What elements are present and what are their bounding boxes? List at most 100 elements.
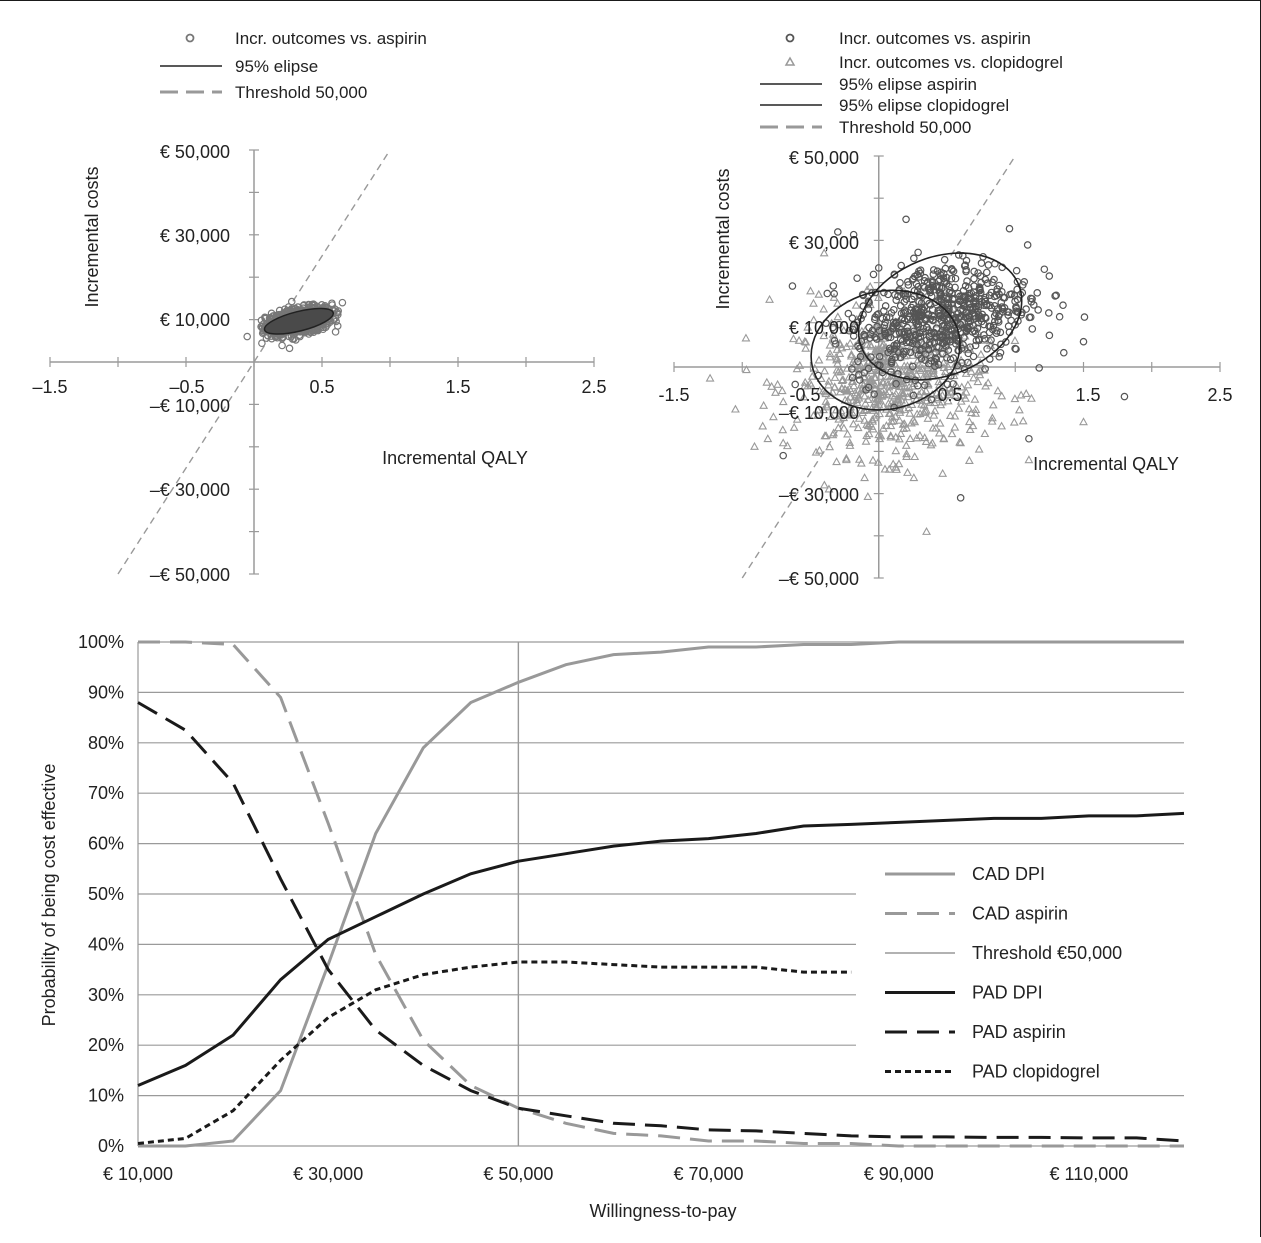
scatter-point xyxy=(258,339,266,348)
scatter-point-clopidogrel xyxy=(871,373,881,382)
scatter-point-clopidogrel xyxy=(899,424,909,433)
scatter-point-clopidogrel xyxy=(809,298,818,307)
y-tick-label: 30% xyxy=(88,985,124,1005)
scatter-point-aspirin xyxy=(889,324,898,332)
scatter-point-aspirin xyxy=(954,337,963,346)
scatter-point-clopidogrel xyxy=(846,410,856,419)
scatter-point-clopidogrel xyxy=(939,362,949,371)
x-tick-label: € 50,000 xyxy=(483,1164,553,1184)
scatter-point-aspirin xyxy=(1080,313,1089,321)
scatter-point-clopidogrel xyxy=(939,433,949,442)
scatter-point-clopidogrel xyxy=(833,367,843,376)
scatter-point-clopidogrel xyxy=(877,341,887,350)
scatter-point-aspirin xyxy=(896,301,905,310)
scatter-point-aspirin xyxy=(995,352,1003,361)
scatter-point-clopidogrel xyxy=(980,365,989,374)
scatter-point xyxy=(319,325,327,334)
p1-x-tick-1: –0.5 xyxy=(169,377,204,397)
scatter-point-clopidogrel xyxy=(860,415,870,424)
scatter-point-aspirin xyxy=(874,264,883,272)
scatter-point-aspirin xyxy=(916,332,925,341)
scatter-point-clopidogrel xyxy=(1014,405,1024,414)
scatter-point-clopidogrel xyxy=(997,391,1007,400)
scatter-point-aspirin xyxy=(990,317,999,326)
scatter-point-aspirin xyxy=(974,303,983,311)
scatter-point-clopidogrel xyxy=(883,398,893,407)
x-tick-label: € 90,000 xyxy=(864,1164,934,1184)
scatter-point-clopidogrel xyxy=(807,371,817,380)
scatter-point-clopidogrel xyxy=(847,349,856,358)
scatter-point-clopidogrel xyxy=(833,312,843,321)
scatter-point-clopidogrel xyxy=(868,455,878,464)
scatter-point-aspirin xyxy=(902,215,910,224)
p3-x-axis-label: Willingness-to-pay xyxy=(589,1201,736,1221)
scatter-point-aspirin xyxy=(833,228,842,236)
scatter-point-aspirin xyxy=(965,313,974,322)
scatter-point-clopidogrel xyxy=(943,362,953,371)
scatter-point-clopidogrel xyxy=(958,390,968,399)
scatter-point-aspirin xyxy=(931,362,939,371)
scatter-point-aspirin xyxy=(1035,364,1043,372)
scatter-point-clopidogrel xyxy=(801,343,811,352)
scatter-point-clopidogrel xyxy=(845,338,855,347)
scatter-point-aspirin xyxy=(848,314,857,322)
scatter-point-clopidogrel xyxy=(867,324,877,333)
p2-y-tick-5: –€ 50,000 xyxy=(779,569,859,589)
scatter-point-aspirin xyxy=(860,368,869,377)
scatter-point-aspirin xyxy=(949,315,957,323)
scatter-point-aspirin xyxy=(856,352,865,361)
scatter-point-clopidogrel xyxy=(827,318,837,327)
ce-plane-pad-points xyxy=(705,215,1129,535)
scatter-point-clopidogrel xyxy=(841,453,851,462)
scatter-point-aspirin xyxy=(873,311,881,319)
scatter-point-clopidogrel xyxy=(819,304,829,313)
scatter-point-aspirin xyxy=(990,275,998,284)
scatter-point-clopidogrel xyxy=(874,343,883,352)
y-tick-label: 0% xyxy=(98,1136,124,1156)
scatter-point-aspirin xyxy=(1034,306,1042,314)
scatter-point-aspirin xyxy=(870,315,879,324)
p2-x-tick-1: -0.5 xyxy=(789,385,820,405)
scatter-point-clopidogrel xyxy=(849,362,859,371)
scatter-point-aspirin xyxy=(1028,325,1037,333)
scatter-point-clopidogrel xyxy=(855,365,865,374)
scatter-point-aspirin xyxy=(964,349,973,358)
scatter-point-clopidogrel xyxy=(789,334,798,343)
scatter-point-aspirin xyxy=(919,306,928,315)
scatter-point-clopidogrel xyxy=(837,375,847,384)
scatter-point-aspirin xyxy=(944,346,953,354)
p1-legend: Incr. outcomes vs. aspirin 95% elipse Th… xyxy=(160,29,427,102)
scatter-point-aspirin xyxy=(949,380,957,388)
acceptability-x-ticks: € 10,000 € 30,000 € 50,000 € 70,000 € 90,000… xyxy=(103,1164,1128,1184)
scatter-point-aspirin xyxy=(1011,297,1019,306)
scatter-point-aspirin xyxy=(873,322,881,331)
scatter-point-aspirin xyxy=(962,265,970,274)
scatter-point-aspirin xyxy=(914,381,922,390)
scatter-point-aspirin xyxy=(970,267,978,276)
acceptability-y-ticks: 0% 10% 20% 30% 40% 50% 60% 70% 80% 90% 100% xyxy=(78,632,124,1156)
scatter-point-aspirin xyxy=(924,359,933,368)
scatter-point-clopidogrel xyxy=(828,387,838,396)
scatter-point-aspirin xyxy=(864,364,873,373)
scatter-point-clopidogrel xyxy=(819,331,829,340)
series-line-1 xyxy=(138,640,1184,1148)
scatter-point-clopidogrel xyxy=(929,410,939,419)
scatter-point-clopidogrel xyxy=(848,419,858,428)
scatter-point-clopidogrel xyxy=(777,386,787,395)
scatter-point-clopidogrel xyxy=(882,421,891,430)
scatter-point-clopidogrel xyxy=(1016,390,1026,399)
scatter-point-aspirin xyxy=(890,305,898,314)
scatter-point-aspirin xyxy=(935,314,944,322)
scatter-point-clopidogrel xyxy=(819,248,829,257)
scatter-point-aspirin xyxy=(943,380,952,389)
scatter-point-clopidogrel xyxy=(835,338,845,347)
y-tick-label: 50% xyxy=(88,884,124,904)
scatter-point-clopidogrel xyxy=(882,377,892,386)
ce-plane-pad: -1.5 -0.5 0.5 1.5 2.5 € 50,000 € 30,000 … xyxy=(658,29,1232,589)
scatter-point-aspirin xyxy=(1003,307,1011,316)
scatter-point-clopidogrel xyxy=(856,360,866,369)
scatter-point xyxy=(287,297,296,306)
ce-plane-cad: –1.5 –0.5 0.5 1.5 2.5 € 50,000 € 30,000 … xyxy=(32,29,606,585)
series-line-4 xyxy=(137,701,1185,1143)
scatter-point-aspirin xyxy=(1120,392,1129,401)
